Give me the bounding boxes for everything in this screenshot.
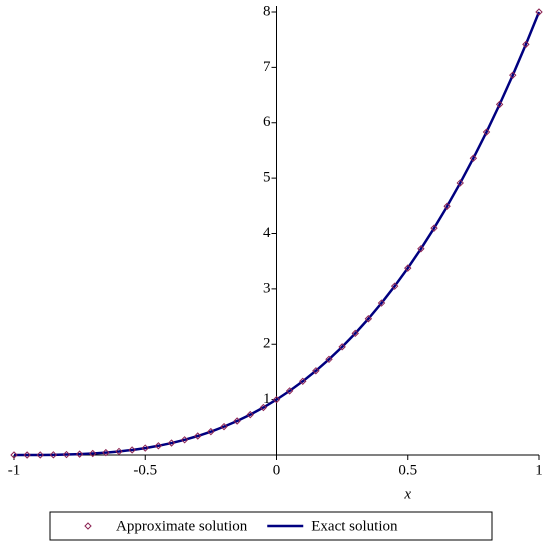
y-tick-label: 6 [263,114,271,130]
y-tick-label: 5 [263,170,271,186]
point [233,417,241,425]
point [75,450,84,458]
point [272,395,281,404]
point [312,367,320,375]
point [10,451,18,459]
point [509,71,517,79]
point [154,442,163,450]
y-tick-label: 1 [263,391,271,407]
point [430,224,438,232]
point [377,299,386,307]
point [36,451,44,459]
point [325,355,333,364]
point [351,329,359,338]
point [285,387,294,395]
x-tick-label: -0.5 [133,462,157,478]
x-axis-label: x [403,486,411,502]
point [299,377,307,386]
point [443,202,451,210]
point [495,100,504,109]
x-tick-label: -1 [8,462,21,478]
point [89,449,97,458]
point [62,450,71,459]
y-tick-label: 4 [263,225,271,241]
x-tick-label: 0.5 [398,462,417,478]
legend-label: Exact solution [311,518,398,534]
point [102,448,110,457]
point [246,410,254,419]
point [180,436,189,444]
y-tick-label: 7 [263,59,271,75]
point [338,343,346,351]
point [220,422,228,431]
point [259,403,268,412]
point [23,451,31,459]
point [522,40,530,49]
x-tick-label: 0 [273,462,281,478]
y-tick-label: 2 [263,336,271,352]
y-tick-label: 8 [263,3,271,19]
point [207,427,215,436]
x-tick-label: 1 [535,462,543,478]
legend-label: Approximate solution [116,518,248,534]
point [49,451,58,459]
point [141,444,149,452]
point [364,315,373,323]
point [194,432,202,440]
point [456,179,464,187]
point [535,8,543,16]
point [417,245,425,253]
curve [13,11,541,457]
point [128,446,136,454]
point [404,264,412,272]
y-tick-label: 3 [263,280,271,296]
point [482,128,491,136]
legend-marker [84,522,92,530]
point [115,447,123,456]
point [469,154,478,162]
point [390,282,399,290]
point [167,439,176,447]
